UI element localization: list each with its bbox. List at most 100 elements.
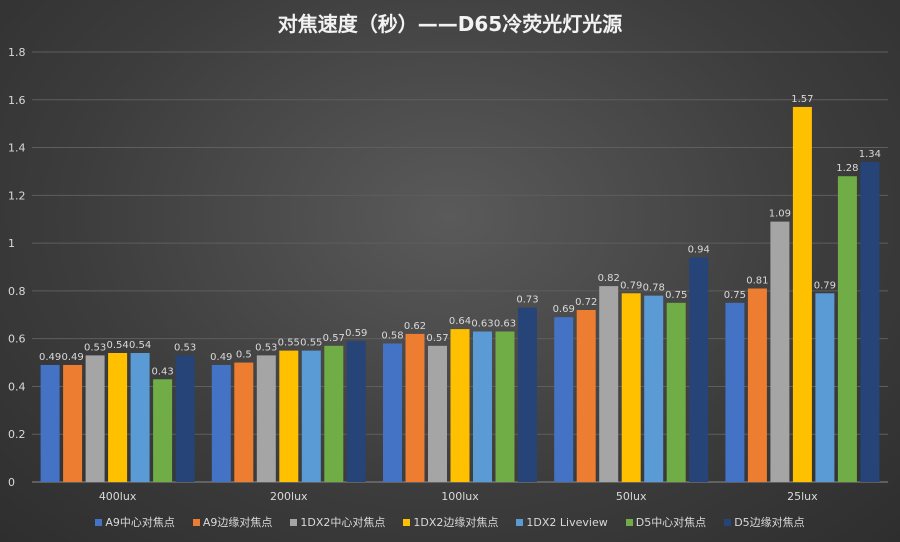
- data-label: 0.49: [61, 352, 83, 363]
- legend-swatch: [192, 518, 200, 526]
- bar: [130, 353, 150, 482]
- legend-swatch: [625, 518, 633, 526]
- data-label: 0.75: [724, 290, 746, 301]
- bar: [837, 176, 857, 482]
- data-label: 1.28: [836, 163, 858, 174]
- bar: [211, 364, 231, 482]
- bar: [301, 350, 321, 482]
- legend-item: A9边缘对焦点: [192, 514, 273, 530]
- bar: [63, 364, 83, 482]
- data-label: 0.73: [516, 295, 538, 306]
- legend-item: 1DX2边缘对焦点: [403, 514, 498, 530]
- data-label: 0.5: [236, 350, 252, 361]
- bar: [428, 345, 447, 482]
- y-tick-label: 0.4: [8, 380, 26, 393]
- bar: [153, 379, 173, 482]
- data-label: 0.72: [575, 297, 597, 308]
- data-label: 1.09: [769, 209, 791, 220]
- bar: [518, 307, 537, 482]
- y-tick-label: 1.2: [8, 189, 26, 202]
- bar: [234, 362, 254, 482]
- legend-label: A9中心对焦点: [105, 516, 175, 529]
- bar: [621, 293, 641, 482]
- data-label: 0.79: [620, 280, 642, 291]
- bar: [450, 329, 470, 482]
- bar: [689, 257, 709, 482]
- data-label: 0.49: [210, 352, 232, 363]
- data-label: 0.55: [278, 338, 300, 349]
- data-label: 0.58: [381, 330, 403, 341]
- legend-item: 1DX2 Liveview: [516, 514, 608, 530]
- legend-swatch: [403, 518, 411, 526]
- x-tick-label: 100lux: [441, 490, 479, 503]
- data-label: 0.43: [151, 366, 173, 377]
- data-label: 0.54: [106, 340, 128, 351]
- legend-label: D5边缘对焦点: [734, 516, 805, 529]
- data-label: 0.57: [426, 333, 448, 344]
- data-label: 0.54: [129, 340, 151, 351]
- data-label: 0.64: [449, 316, 471, 327]
- data-label: 0.69: [553, 304, 575, 315]
- legend-swatch: [516, 518, 524, 526]
- data-label: 0.63: [471, 319, 493, 330]
- bar: [495, 331, 515, 482]
- data-label: 0.59: [345, 328, 367, 339]
- x-tick-label: 200lux: [270, 490, 308, 503]
- legend-label: A9边缘对焦点: [202, 516, 273, 529]
- bar: [792, 106, 812, 482]
- bar: [108, 353, 128, 482]
- x-tick-label: 400lux: [99, 490, 137, 503]
- legend-swatch: [290, 518, 298, 526]
- data-label: 0.82: [598, 273, 620, 284]
- bar: [40, 364, 60, 482]
- data-label: 0.79: [814, 280, 836, 291]
- legend-item: A9中心对焦点: [95, 514, 175, 530]
- data-label: 0.62: [404, 321, 426, 332]
- legend-label: 1DX2中心对焦点: [300, 516, 386, 529]
- x-tick-label: 50lux: [616, 490, 647, 503]
- bar: [279, 350, 299, 482]
- y-tick-label: 1.6: [8, 94, 26, 107]
- legend: A9中心对焦点 A9边缘对焦点 1DX2中心对焦点 1DX2边缘对焦点 1DX2 Liv…: [0, 514, 900, 530]
- bar: [473, 331, 492, 482]
- y-tick-label: 0: [8, 476, 15, 489]
- legend-swatch: [724, 518, 732, 526]
- data-label: 0.55: [300, 338, 322, 349]
- data-label: 0.53: [174, 342, 196, 353]
- x-tick-label: 25lux: [787, 490, 818, 503]
- bar: [576, 310, 596, 482]
- y-tick-label: 1: [8, 237, 15, 250]
- bar: [405, 333, 425, 482]
- legend-label: 1DX2边缘对焦点: [413, 516, 499, 529]
- data-label: 0.49: [39, 352, 61, 363]
- data-label: 0.63: [494, 319, 516, 330]
- bar: [815, 293, 835, 482]
- legend-item: D5边缘对焦点: [724, 514, 805, 530]
- chart-title: 对焦速度（秒）——D65冷荧光灯光源: [277, 12, 623, 36]
- bar: [324, 345, 344, 482]
- bar: [383, 343, 402, 482]
- data-label: 0.75: [665, 290, 687, 301]
- legend-item: 1DX2中心对焦点: [290, 514, 385, 530]
- y-tick-label: 1.4: [8, 142, 26, 155]
- bar: [747, 288, 767, 482]
- data-label: 1.34: [859, 149, 881, 160]
- y-tick-label: 0.8: [8, 285, 26, 298]
- y-tick-label: 1.8: [8, 46, 26, 59]
- bar: [644, 295, 664, 482]
- legend-item: D5中心对焦点: [625, 514, 707, 530]
- y-tick-label: 0.2: [8, 428, 26, 441]
- data-label: 0.94: [688, 244, 710, 255]
- bar: [770, 221, 790, 482]
- data-label: 0.53: [255, 342, 277, 353]
- bar: [256, 355, 276, 482]
- data-label: 0.57: [323, 333, 345, 344]
- data-label: 0.81: [746, 276, 768, 287]
- legend-label: D5中心对焦点: [635, 516, 707, 529]
- bar: [599, 286, 619, 482]
- y-tick-label: 0.6: [8, 333, 26, 346]
- bar: [175, 355, 195, 482]
- data-label: 0.53: [84, 342, 106, 353]
- bar: [860, 161, 880, 482]
